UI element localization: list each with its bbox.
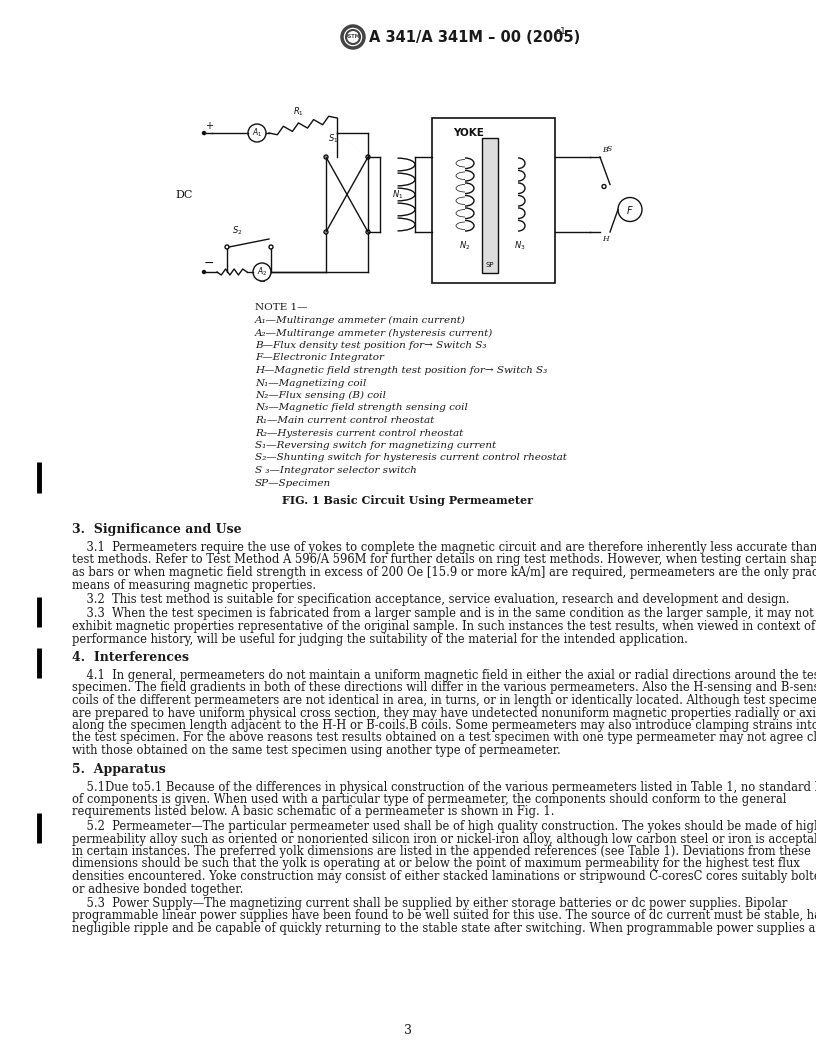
Text: $A_2$: $A_2$ [257, 266, 268, 278]
Text: $F$: $F$ [626, 204, 634, 215]
Text: $N_1$: $N_1$ [392, 188, 403, 201]
Text: $A_1$: $A_1$ [252, 127, 262, 139]
Text: negligible ripple and be capable of quickly returning to the stable state after : negligible ripple and be capable of quic… [72, 922, 816, 935]
Text: along the specimen length adjacent to the H̅‑H or B̅‑coils.B coils. Some permeam: along the specimen length adjacent to th… [72, 719, 816, 732]
Circle shape [202, 132, 206, 134]
Text: $N_3$: $N_3$ [514, 240, 526, 252]
Text: permeability alloy such as oriented or nonoriented silicon iron or nickel-iron a: permeability alloy such as oriented or n… [72, 832, 816, 846]
Text: R₁—Main current control rheostat: R₁—Main current control rheostat [255, 416, 434, 425]
Text: +: + [205, 121, 213, 131]
Text: N₃—Magnetic field strength sensing coil: N₃—Magnetic field strength sensing coil [255, 403, 468, 413]
Text: coils of the different permeameters are not identical in area, in turns, or in l: coils of the different permeameters are … [72, 694, 816, 708]
Text: 5.1Due to5.1 Because of the differences in physical construction of the various : 5.1Due to5.1 Because of the differences … [72, 780, 816, 793]
Text: dimensions should be such that the yolk is operating at or below the point of ma: dimensions should be such that the yolk … [72, 857, 800, 870]
Text: densities encountered. Yoke construction may consist of either stacked laminatio: densities encountered. Yoke construction… [72, 870, 816, 883]
Text: S₁—Reversing switch for magnetizing current: S₁—Reversing switch for magnetizing curr… [255, 441, 496, 450]
Text: B: B [602, 146, 608, 154]
Text: ASTM: ASTM [345, 35, 361, 39]
Text: as bars or when magnetic field strength in excess of 200 Oe [15.9 or more kA/m] : as bars or when magnetic field strength … [72, 566, 816, 579]
Text: −: − [259, 277, 265, 286]
Text: SP—Specimen: SP—Specimen [255, 478, 331, 488]
Text: 5.2  Permeameter—The particular permeameter used shall be of high quality constr: 5.2 Permeameter—The particular permeamet… [72, 821, 816, 833]
Text: A 341/A 341M – 00 (2005): A 341/A 341M – 00 (2005) [369, 30, 580, 44]
Text: 3.3  When the test specimen is fabricated from a larger sample and is in the sam: 3.3 When the test specimen is fabricated… [72, 607, 814, 621]
Text: $N_2$: $N_2$ [459, 240, 471, 252]
Text: requirements listed below. A basic schematic of a permeameter is shown in Fig. 1: requirements listed below. A basic schem… [72, 806, 555, 818]
Text: B—Flux density test position for→ Switch S₃: B—Flux density test position for→ Switch… [255, 341, 486, 350]
Text: 3.2  This test method is suitable for specification acceptance, service evaluati: 3.2 This test method is suitable for spe… [72, 593, 790, 606]
Text: 3: 3 [404, 1023, 412, 1037]
Text: of components is given. When used with a particular type of permeameter, the com: of components is given. When used with a… [72, 793, 787, 806]
Text: 4.  Interferences: 4. Interferences [72, 650, 189, 664]
Text: YOKE: YOKE [454, 128, 485, 138]
Text: means of measuring magnetic properties.: means of measuring magnetic properties. [72, 579, 316, 591]
Text: programmable linear power supplies have been found to be well suited for this us: programmable linear power supplies have … [72, 909, 816, 923]
Text: F—Electronic Integrator: F—Electronic Integrator [255, 354, 384, 362]
Text: 4.1  In general, permeameters do not maintain a uniform magnetic field in either: 4.1 In general, permeameters do not main… [72, 670, 816, 682]
Text: R₂—Hysteresis current control rheostat: R₂—Hysteresis current control rheostat [255, 429, 463, 437]
Text: exhibit magnetic properties representative of the original sample. In such insta: exhibit magnetic properties representati… [72, 620, 816, 633]
Text: NOTE 1—: NOTE 1— [255, 303, 308, 312]
Text: S₂—Shunting switch for hysteresis current control rheostat: S₂—Shunting switch for hysteresis curren… [255, 453, 567, 463]
Text: A₂—Multirange ammeter (hysteresis current): A₂—Multirange ammeter (hysteresis curren… [255, 328, 493, 338]
Text: are prepared to have uniform physical cross section, they may have undetected no: are prepared to have uniform physical cr… [72, 706, 816, 719]
Text: $R_1$: $R_1$ [292, 105, 304, 117]
Text: performance history, will be useful for judging the suitability of the material : performance history, will be useful for … [72, 633, 688, 645]
Text: SP: SP [486, 262, 494, 268]
Text: N₂—Flux sensing (B) coil: N₂—Flux sensing (B) coil [255, 391, 386, 400]
Text: DC: DC [175, 190, 193, 200]
Text: in certain instances. The preferred yolk dimensions are listed in the appended r: in certain instances. The preferred yolk… [72, 845, 811, 857]
Text: FIG. 1 Basic Circuit Using Permeameter: FIG. 1 Basic Circuit Using Permeameter [282, 495, 534, 506]
Text: 5.  Apparatus: 5. Apparatus [72, 762, 166, 775]
Text: or adhesive bonded together.: or adhesive bonded together. [72, 883, 243, 895]
Text: S: S [607, 145, 612, 153]
Text: H: H [602, 235, 609, 243]
Text: test methods. Refer to Test Method A 596/A 596M for further details on ring test: test methods. Refer to Test Method A 596… [72, 553, 816, 566]
Text: S ₃—Integrator selector switch: S ₃—Integrator selector switch [255, 466, 417, 475]
Text: $S_2$: $S_2$ [232, 225, 242, 237]
Circle shape [202, 270, 206, 274]
Text: H—Magnetic field strength test position for→ Switch S₃: H—Magnetic field strength test position … [255, 366, 548, 375]
Bar [482, 138, 498, 274]
Text: 3.1  Permeameters require the use of yokes to complete the magnetic circuit and : 3.1 Permeameters require the use of yoke… [72, 541, 816, 554]
Text: $S_1$: $S_1$ [328, 132, 339, 145]
Text: A₁—Multirange ammeter (main current): A₁—Multirange ammeter (main current) [255, 316, 466, 325]
Text: the test specimen. For the above reasons test results obtained on a test specime: the test specimen. For the above reasons… [72, 732, 816, 744]
Text: ε1: ε1 [555, 26, 565, 36]
Text: −: − [204, 257, 215, 270]
Text: with those obtained on the same test specimen using another type of permeameter.: with those obtained on the same test spe… [72, 744, 561, 757]
Text: 3.  Significance and Use: 3. Significance and Use [72, 523, 242, 536]
Text: 5.3  Power Supply—The magnetizing current shall be supplied by either storage ba: 5.3 Power Supply—The magnetizing current… [72, 897, 787, 910]
Text: specimen. The field gradients in both of these directions will differ in the var: specimen. The field gradients in both of… [72, 681, 816, 695]
Bar [432, 118, 555, 283]
Text: N₁—Magnetizing coil: N₁—Magnetizing coil [255, 378, 366, 388]
